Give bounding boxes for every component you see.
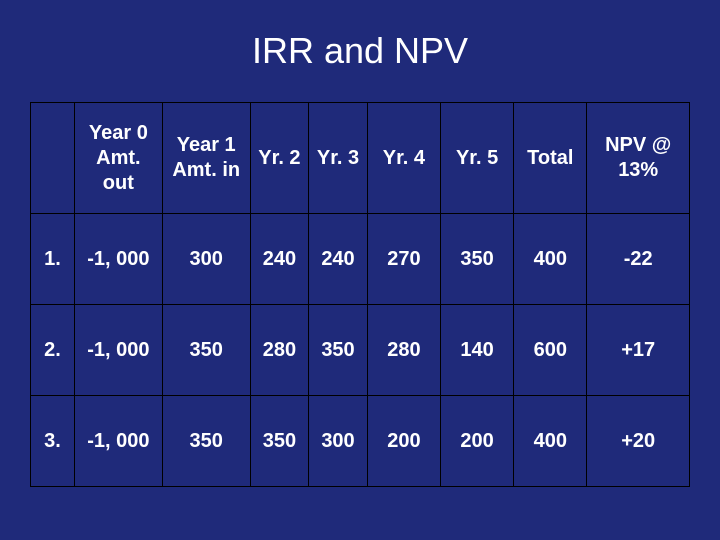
table-row: 1. -1, 000 300 240 240 270 350 400 -22 [31, 214, 690, 305]
cell-y5: 200 [441, 396, 514, 487]
slide-title: IRR and NPV [30, 30, 690, 72]
cell-y0: -1, 000 [74, 396, 162, 487]
cell-y0: -1, 000 [74, 214, 162, 305]
col-header-year2: Yr. 2 [250, 103, 309, 214]
cell-y4: 270 [367, 214, 440, 305]
cell-y0: -1, 000 [74, 305, 162, 396]
col-header-year0: Year 0 Amt. out [74, 103, 162, 214]
col-header-year3: Yr. 3 [309, 103, 368, 214]
col-header-total: Total [514, 103, 587, 214]
col-header-idx [31, 103, 75, 214]
cell-npv: +17 [587, 305, 690, 396]
col-header-year5: Yr. 5 [441, 103, 514, 214]
cell-y1: 300 [162, 214, 250, 305]
cell-total: 600 [514, 305, 587, 396]
col-header-year1: Year 1 Amt. in [162, 103, 250, 214]
cell-idx: 1. [31, 214, 75, 305]
cell-y2: 240 [250, 214, 309, 305]
cell-y3: 300 [309, 396, 368, 487]
cell-y5: 140 [441, 305, 514, 396]
cell-y1: 350 [162, 396, 250, 487]
table-row: 3. -1, 000 350 350 300 200 200 400 +20 [31, 396, 690, 487]
cell-y3: 240 [309, 214, 368, 305]
cell-y4: 200 [367, 396, 440, 487]
cell-idx: 3. [31, 396, 75, 487]
cell-y1: 350 [162, 305, 250, 396]
cell-npv: +20 [587, 396, 690, 487]
cell-y5: 350 [441, 214, 514, 305]
col-header-npv: NPV @ 13% [587, 103, 690, 214]
cell-y2: 280 [250, 305, 309, 396]
cell-total: 400 [514, 214, 587, 305]
slide: IRR and NPV Year 0 Amt. out Year 1 Amt. … [0, 0, 720, 540]
col-header-year4: Yr. 4 [367, 103, 440, 214]
table-row: 2. -1, 000 350 280 350 280 140 600 +17 [31, 305, 690, 396]
cell-y4: 280 [367, 305, 440, 396]
table-header-row: Year 0 Amt. out Year 1 Amt. in Yr. 2 Yr.… [31, 103, 690, 214]
cell-y3: 350 [309, 305, 368, 396]
cell-idx: 2. [31, 305, 75, 396]
cell-npv: -22 [587, 214, 690, 305]
npv-table: Year 0 Amt. out Year 1 Amt. in Yr. 2 Yr.… [30, 102, 690, 487]
cell-y2: 350 [250, 396, 309, 487]
cell-total: 400 [514, 396, 587, 487]
